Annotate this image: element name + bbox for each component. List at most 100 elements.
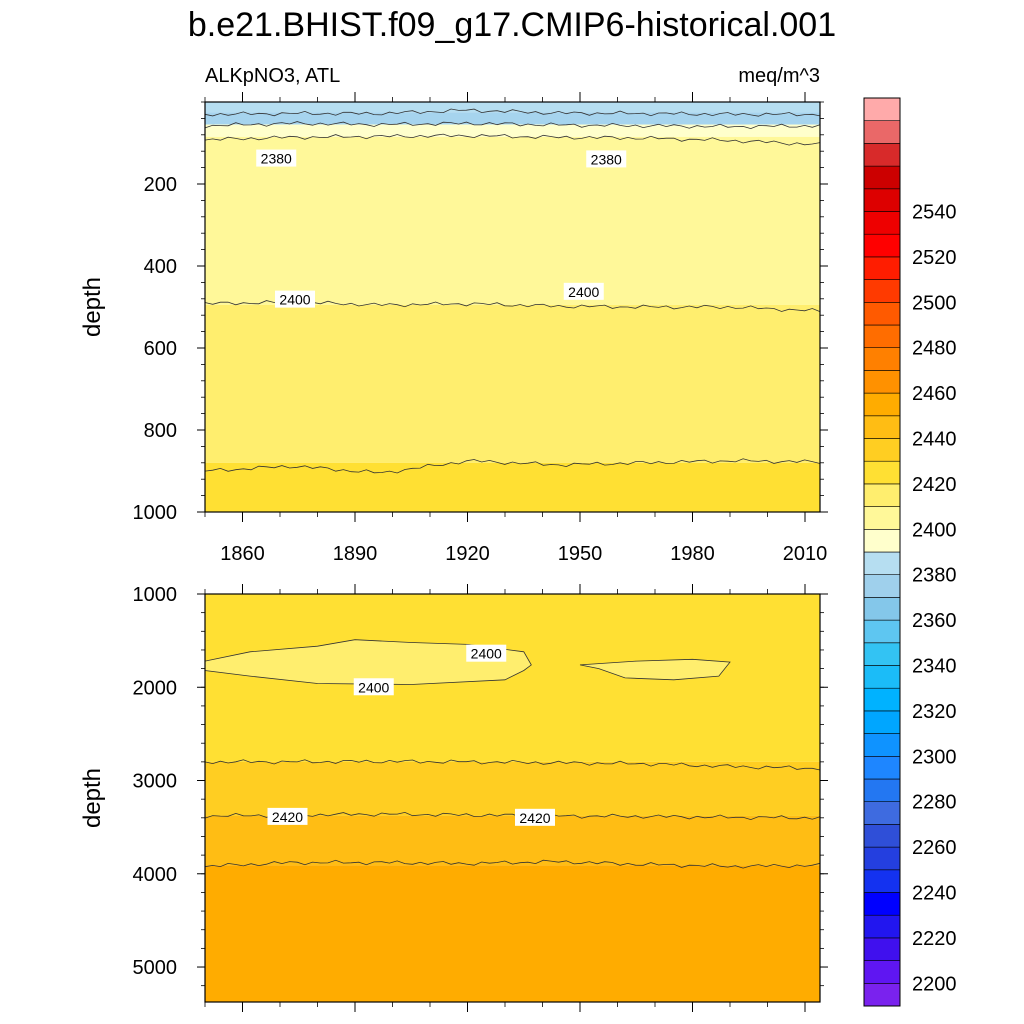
- colorbar-label: 2520: [912, 247, 957, 269]
- y-tick-label: 800: [144, 420, 177, 442]
- colorbar-label: 2240: [912, 883, 957, 905]
- colorbar-cell-8: [863, 801, 901, 825]
- panel-right-label: meq/m^3: [738, 65, 820, 87]
- colorbar-label: 2440: [912, 429, 957, 451]
- colorbar-cell-34: [863, 211, 901, 235]
- colorbar-label: 2340: [912, 656, 957, 678]
- contour-label-text: 2380: [591, 151, 622, 167]
- contour-label-bg: [275, 290, 315, 308]
- x-tick-label: 1980: [670, 543, 715, 565]
- colorbar-cell-26: [863, 392, 901, 417]
- colorbar-cell-23: [863, 460, 901, 485]
- x-tick-label: 1890: [333, 543, 378, 565]
- y-tick-label: 1000: [133, 584, 178, 606]
- contour-line-0: [204, 759, 821, 771]
- colorbar: 2200 2220 2240 2260 2280 2300 2320 2340 2360 2380…: [863, 97, 957, 1007]
- colorbar-cell-37: [863, 143, 901, 167]
- panels: 2380 2380 2400 2400 200 400 600 800 1000 1860 1890…: [79, 65, 828, 1012]
- contour-label-bg: [267, 807, 308, 825]
- x-tick-label: 1950: [558, 543, 603, 565]
- contour-island-0: [204, 639, 532, 685]
- contour-label: 2400: [275, 290, 315, 308]
- y-tick-label: 3000: [133, 771, 178, 793]
- contour-band-5: [205, 462, 820, 512]
- colorbar-label: 2540: [912, 202, 957, 224]
- x-tick-label: 1860: [220, 543, 265, 565]
- colorbar-cell-0: [863, 982, 901, 1007]
- colorbar-cell-38: [863, 120, 901, 144]
- colorbar-cell-39: [863, 97, 901, 122]
- colorbar-cell-19: [863, 551, 901, 576]
- colorbar-label: 2280: [912, 792, 957, 814]
- colorbar-cell-24: [863, 438, 901, 462]
- contour-line-4: [204, 458, 821, 474]
- x-tick-label: 1920: [445, 543, 490, 565]
- contour-label: 2420: [267, 807, 308, 825]
- colorbar-cell-30: [863, 301, 901, 326]
- colorbar-label: 2400: [912, 519, 957, 541]
- panel-lower: 2400 2400 2420 2420 1000 2000 3000 4000 5000 dept…: [79, 584, 828, 1012]
- colorbar-cell-32: [863, 256, 901, 280]
- y-tick-label: 2000: [133, 677, 178, 699]
- colorbar-label: 2200: [912, 973, 957, 995]
- colorbar-label: 2320: [912, 701, 957, 723]
- contour-band-3: [205, 136, 820, 305]
- colorbar-cell-29: [863, 324, 901, 349]
- colorbar-cell-33: [863, 233, 901, 258]
- contour-label: 2400: [563, 282, 604, 300]
- colorbar-label: 2220: [912, 928, 957, 950]
- contour-band-1: [205, 112, 820, 125]
- contour-label: 2380: [256, 149, 297, 167]
- colorbar-frame: [863, 97, 901, 1007]
- contour-line-2: [204, 133, 821, 146]
- colorbar-cell-11: [863, 733, 901, 757]
- colorbar-cell-15: [863, 642, 901, 666]
- contour-label-bg: [466, 644, 507, 662]
- y-tick-label: 1000: [133, 502, 178, 524]
- colorbar-cell-5: [863, 869, 901, 893]
- contour-band-4: [205, 304, 820, 463]
- colorbar-cell-14: [863, 665, 901, 689]
- colorbar-cell-21: [863, 506, 901, 530]
- y-tick-label: 400: [144, 256, 177, 278]
- y-tick-label: 200: [144, 174, 177, 196]
- y-tick-label: 4000: [133, 864, 178, 886]
- colorbar-cell-10: [863, 755, 901, 780]
- contour-line-1: [204, 121, 821, 130]
- colorbar-cell-36: [863, 165, 901, 190]
- contour-label-bg: [353, 678, 394, 696]
- contour-label-text: 2400: [279, 292, 310, 308]
- contour-label-text: 2420: [519, 810, 550, 826]
- contour-label: 2380: [586, 150, 627, 168]
- y-axis-label: depth: [79, 277, 106, 337]
- colorbar-cell-4: [863, 892, 901, 916]
- colorbar-cell-27: [863, 370, 901, 394]
- panel-left-label: ALKpNO3, ATL: [205, 65, 340, 87]
- colorbar-cell-35: [863, 188, 901, 212]
- colorbar-cell-17: [863, 597, 901, 621]
- colorbar-cell-3: [863, 914, 901, 939]
- contour-island-1: [579, 658, 731, 681]
- panel-upper: 2380 2380 2400 2400 200 400 600 800 1000 1860 1890…: [79, 65, 828, 565]
- colorbar-cell-25: [863, 415, 901, 439]
- chart-title: b.e21.BHIST.f09_g17.CMIP6-historical.001: [188, 6, 836, 44]
- contour-band-3: [205, 865, 820, 1002]
- colorbar-label: 2420: [912, 474, 957, 496]
- contour-label-bg: [515, 808, 555, 826]
- contour-line-0: [204, 108, 821, 117]
- plot-frame: [204, 593, 821, 1003]
- contour-label-text: 2380: [261, 151, 292, 167]
- colorbar-cell-16: [863, 619, 901, 644]
- contour-label-text: 2400: [568, 284, 599, 300]
- colorbar-cell-13: [863, 687, 901, 712]
- colorbar-label: 2260: [912, 837, 957, 859]
- contour-label-text: 2400: [471, 646, 502, 662]
- colorbar-label: 2500: [912, 292, 957, 314]
- contour-label-bg: [586, 150, 627, 168]
- contour-label: 2400: [466, 644, 507, 662]
- contour-label: 2400: [353, 678, 394, 696]
- contour-label: 2420: [515, 808, 555, 826]
- y-tick-label: 5000: [133, 957, 178, 979]
- contour-label-bg: [563, 282, 604, 300]
